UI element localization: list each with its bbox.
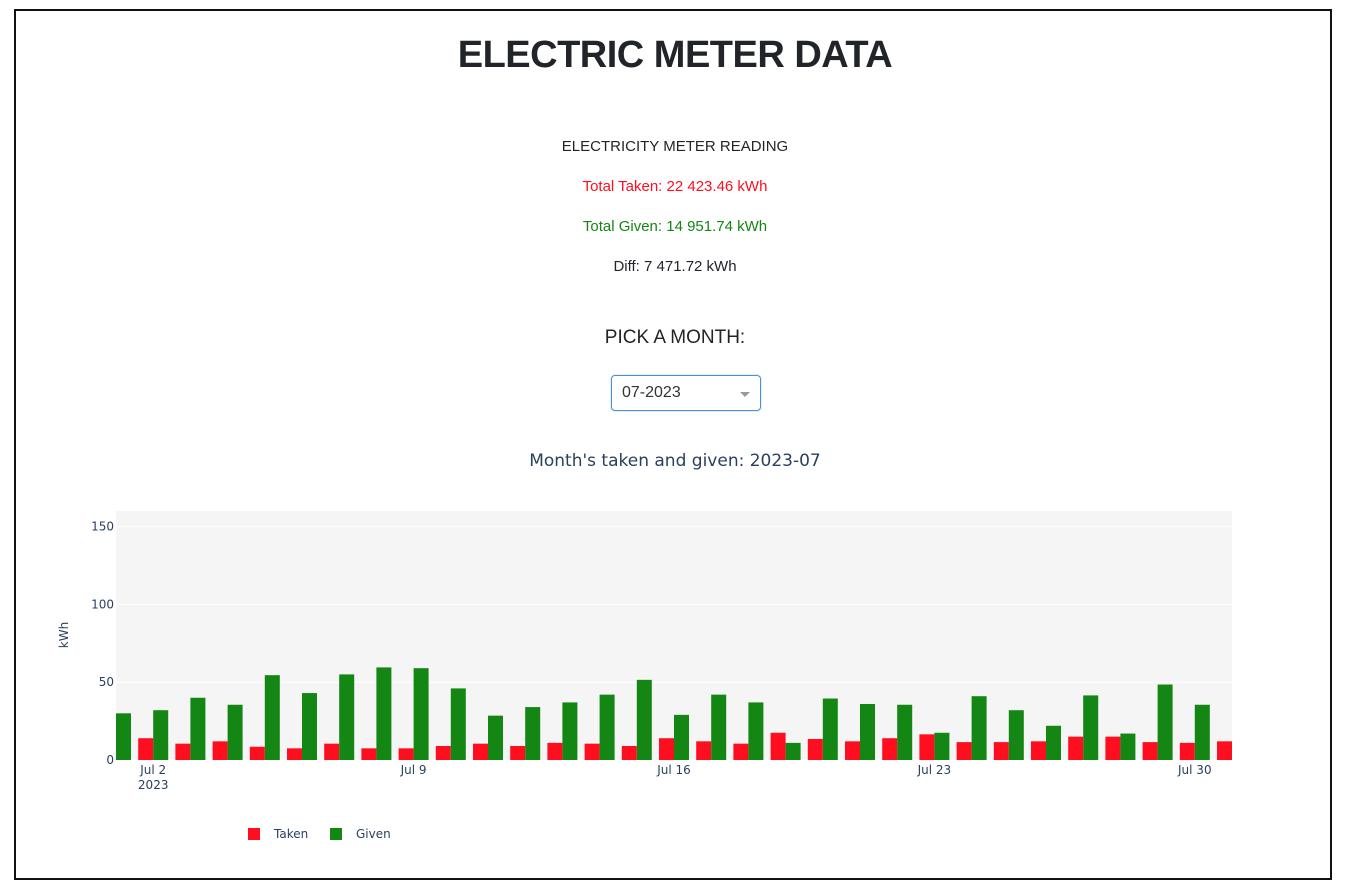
x-tick-label: Jul 23 — [917, 763, 952, 777]
y-tick-label: 0 — [106, 753, 114, 767]
x-tick-label: Jul 30 — [1177, 763, 1212, 777]
bar-given[interactable] — [748, 702, 764, 760]
bar-given[interactable] — [860, 703, 875, 760]
bar-given[interactable] — [822, 698, 838, 760]
bar-given[interactable] — [934, 732, 950, 760]
legend-swatch[interactable] — [330, 828, 342, 840]
bar-given[interactable] — [1046, 725, 1061, 760]
bar-taken[interactable] — [584, 743, 600, 760]
bar-taken[interactable] — [659, 738, 674, 760]
bar-given[interactable] — [897, 704, 913, 760]
bar-taken[interactable] — [324, 743, 340, 760]
x-tick-label: Jul 16 — [656, 763, 691, 777]
bar-given[interactable] — [525, 707, 541, 760]
bar-given[interactable] — [1120, 733, 1136, 760]
bar-given[interactable] — [1194, 704, 1210, 760]
bar-given[interactable] — [711, 694, 727, 760]
legend-swatch[interactable] — [248, 828, 260, 840]
bar-given[interactable] — [674, 714, 689, 760]
bar-taken[interactable] — [138, 738, 154, 760]
bar-taken[interactable] — [1105, 736, 1121, 760]
bar-taken[interactable] — [696, 741, 712, 760]
total-given: Total Given: 14 951.74 kWh — [582, 218, 768, 235]
bar-given[interactable] — [116, 713, 131, 760]
bar-taken[interactable] — [435, 745, 451, 760]
bar-taken[interactable] — [361, 748, 377, 760]
bar-given[interactable] — [339, 674, 355, 760]
bar-taken[interactable] — [882, 738, 898, 760]
bars — [116, 667, 1232, 760]
x-tick-sublabel: 2023 — [138, 778, 169, 792]
y-tick-label: 100 — [91, 597, 114, 611]
bar-taken[interactable] — [1217, 741, 1232, 760]
bar-given[interactable] — [785, 742, 801, 760]
bar-taken[interactable] — [547, 742, 563, 760]
legend-label[interactable]: Taken — [273, 827, 308, 841]
bar-taken[interactable] — [733, 743, 749, 760]
bar-given[interactable] — [971, 696, 987, 760]
bar-taken[interactable] — [1031, 741, 1046, 760]
month-picker-label: PICK A MONTH: — [604, 327, 746, 348]
bar-taken[interactable] — [510, 745, 526, 760]
bar-taken[interactable] — [212, 741, 228, 760]
total-taken: Total Taken: 22 423.46 kWh — [582, 178, 768, 195]
bar-taken[interactable] — [175, 743, 191, 760]
page-title: ELECTRIC METER DATA — [457, 34, 893, 76]
y-tick-label: 50 — [99, 675, 114, 689]
bar-taken[interactable] — [1068, 736, 1084, 760]
bar-given[interactable] — [1157, 684, 1173, 760]
bar-taken[interactable] — [249, 746, 265, 760]
bar-taken[interactable] — [807, 738, 823, 760]
bar-given[interactable] — [1008, 710, 1024, 760]
month-select-value: 07-2023 — [622, 384, 681, 401]
bar-taken[interactable] — [919, 734, 935, 760]
bar-taken[interactable] — [621, 745, 637, 760]
reading-heading: ELECTRICITY METER READING — [561, 138, 789, 155]
bar-given[interactable] — [413, 668, 429, 760]
y-tick-label: 150 — [91, 520, 114, 534]
bar-given[interactable] — [227, 704, 243, 760]
y-axis-ticks: 0 50 100 150 — [91, 520, 114, 767]
legend: Taken Given — [248, 827, 391, 841]
bar-given[interactable] — [376, 667, 392, 760]
legend-label[interactable]: Given — [356, 827, 391, 841]
bar-given[interactable] — [190, 697, 206, 760]
bar-given[interactable] — [1083, 695, 1099, 760]
bar-taken[interactable] — [770, 732, 786, 760]
bar-taken[interactable] — [1179, 742, 1195, 760]
bar-taken[interactable] — [473, 743, 488, 760]
month-select[interactable]: 07-2023 — [611, 375, 761, 411]
bar-given[interactable] — [264, 675, 280, 760]
bar-taken[interactable] — [845, 741, 860, 760]
x-tick-label: Jul 2 — [139, 763, 166, 777]
bar-given[interactable] — [599, 694, 615, 760]
chart-title: Month's taken and given: 2023-07 — [529, 451, 821, 471]
bar-taken[interactable] — [1142, 742, 1158, 760]
bar-taken[interactable] — [956, 742, 972, 760]
bar-given[interactable] — [302, 693, 317, 760]
y-axis-label: kWh — [57, 622, 71, 648]
diff-value: Diff: 7 471.72 kWh — [613, 258, 737, 275]
bar-taken[interactable] — [398, 748, 414, 760]
bar-given[interactable] — [153, 710, 169, 760]
chevron-down-icon[interactable] — [740, 392, 750, 397]
bar-given[interactable] — [636, 679, 652, 760]
x-tick-label: Jul 9 — [400, 763, 427, 777]
bar-given[interactable] — [450, 688, 466, 760]
bar-taken[interactable] — [993, 742, 1009, 760]
bar-given[interactable] — [562, 702, 578, 760]
bar-given[interactable] — [488, 715, 503, 760]
bar-taken[interactable] — [287, 748, 302, 760]
